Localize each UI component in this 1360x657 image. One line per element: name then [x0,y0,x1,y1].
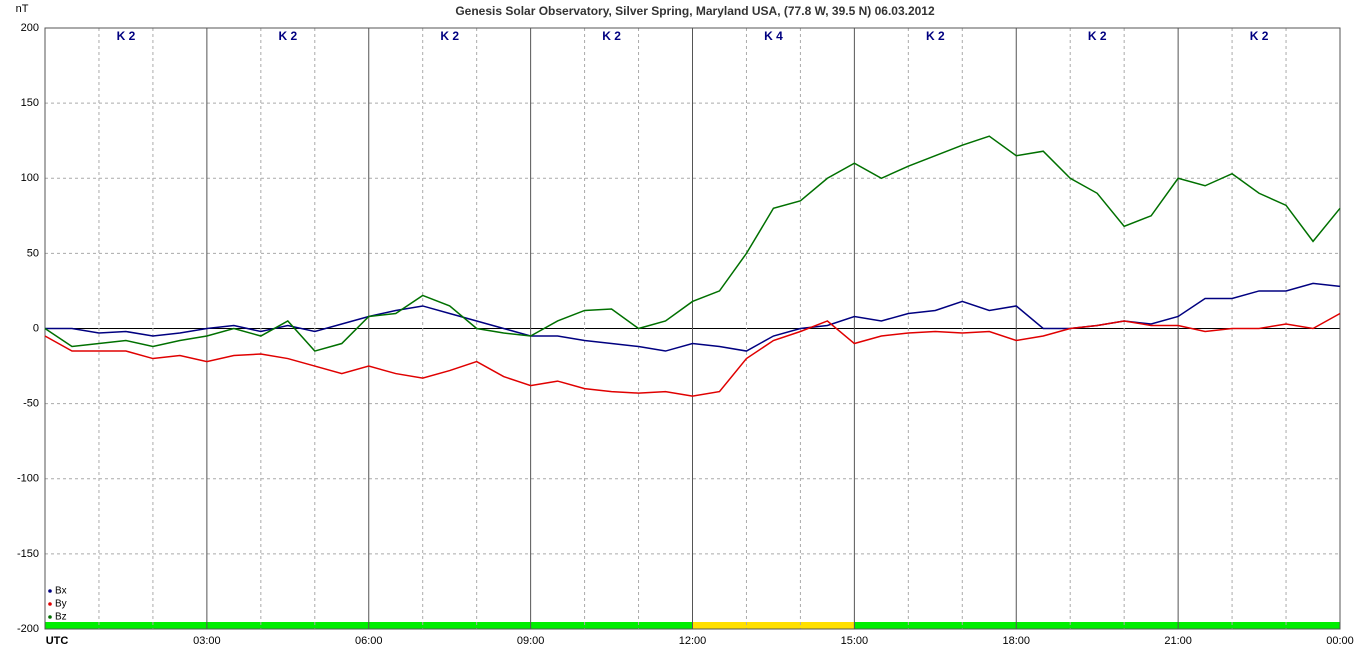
k-label: K 4 [764,29,783,43]
k-label: K 2 [926,29,945,43]
k-bar [368,622,531,629]
y-axis-label: nT [16,3,29,15]
legend-marker [48,589,52,593]
legend-label: Bx [55,586,67,597]
y-tick-label: -50 [23,398,39,410]
k-label: K 2 [117,29,136,43]
x-tick-label: 06:00 [355,635,383,647]
chart-title: Genesis Solar Observatory, Silver Spring… [455,4,935,18]
x-tick-label: 21:00 [1164,635,1192,647]
k-label: K 2 [1088,29,1107,43]
y-tick-label: 50 [27,247,39,259]
k-label: K 2 [278,29,297,43]
x-tick-label: 00:00 [1326,635,1354,647]
x-tick-label: 12:00 [679,635,707,647]
y-tick-label: -100 [17,473,39,485]
series-line [44,135,1341,352]
k-bar [206,622,369,629]
series-line [44,312,1341,397]
k-bar [530,622,693,629]
k-label: K 2 [602,29,621,43]
y-tick-label: 0 [33,322,39,334]
k-bar [1178,622,1340,629]
y-tick-label: -200 [17,623,39,635]
y-tick-label: -150 [17,548,39,560]
x-tick-label: 03:00 [193,635,221,647]
plot-area: K 2 K 2 K 2 K 2 K 4 K 2 K 2 K 2 -200 -150 -100 -50 0… [17,22,1354,647]
y-tick-label: 150 [21,97,39,109]
k-label: K 2 [1250,29,1269,43]
x-tick-label: 15:00 [841,635,869,647]
k-bar [854,622,1017,629]
legend-label: By [55,599,67,610]
y-tick-label: 100 [21,172,39,184]
x-tick-label: UTC [46,635,69,647]
legend-label: Bz [55,612,67,623]
x-tick-label: 18:00 [1002,635,1030,647]
k-bar [692,622,855,629]
x-tick-label: 09:00 [517,635,545,647]
y-tick-label: 200 [21,22,39,34]
legend-marker [48,615,52,619]
k-bar [1016,622,1179,629]
k-label: K 2 [440,29,459,43]
k-bar [45,622,207,629]
legend-marker [48,602,52,606]
